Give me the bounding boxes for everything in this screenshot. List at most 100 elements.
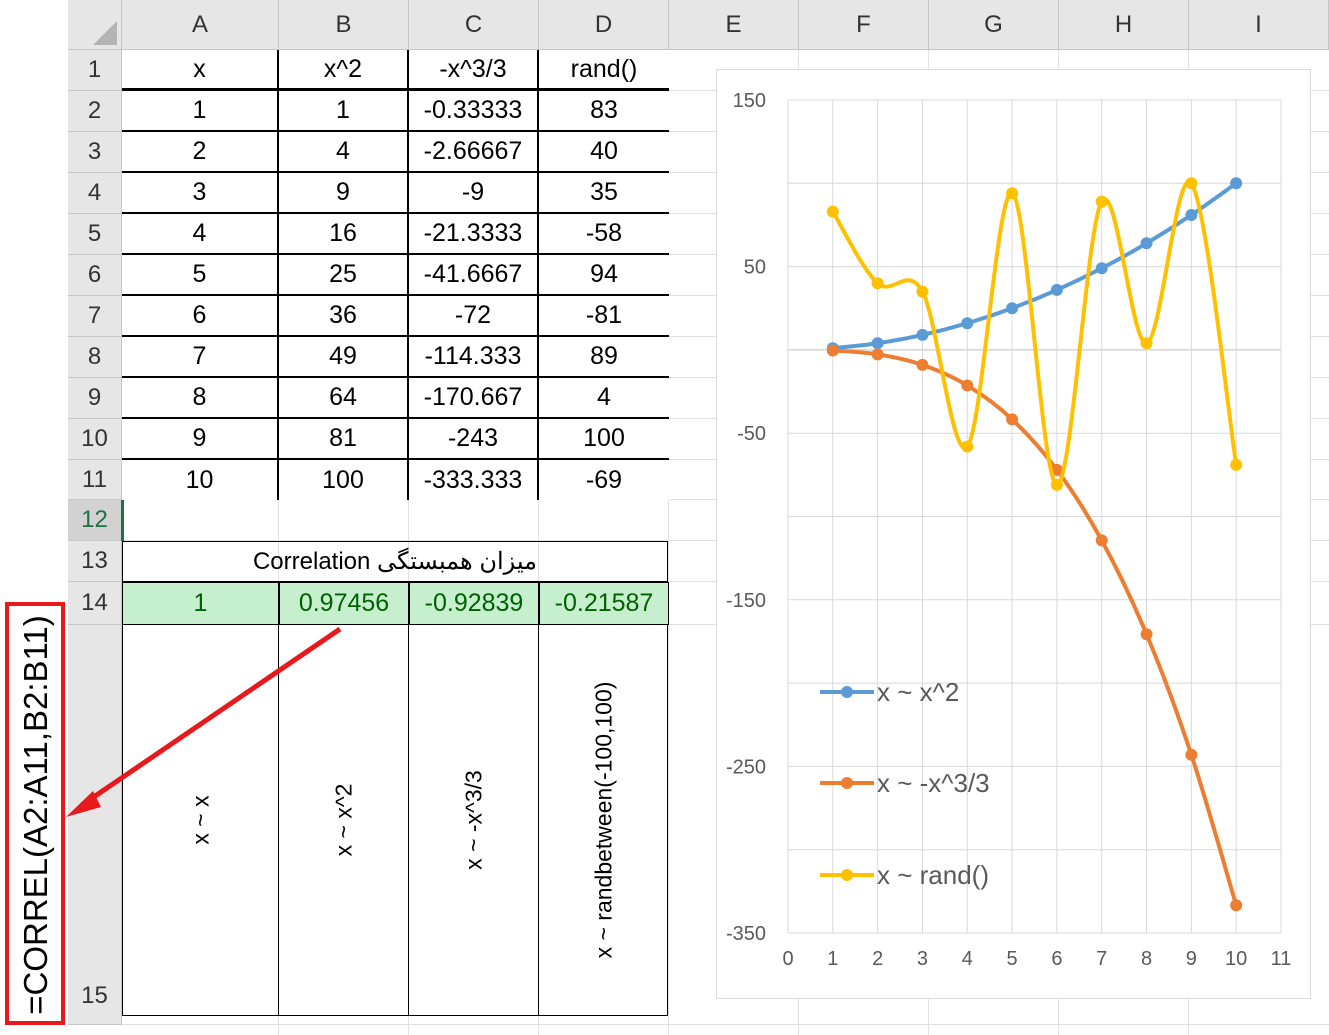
series-1-point <box>1230 177 1243 190</box>
table-cell[interactable]: -333.333 <box>409 460 539 500</box>
row-header-11[interactable]: 11 <box>68 460 122 500</box>
column-header-b[interactable]: B <box>279 0 409 50</box>
table-cell[interactable]: -2.66667 <box>409 132 539 173</box>
table-cell[interactable]: -72 <box>409 296 539 337</box>
column-header-g[interactable]: G <box>929 0 1059 50</box>
table-cell[interactable]: 83 <box>539 91 669 132</box>
table-cell[interactable]: 100 <box>539 419 669 460</box>
chart-x-tick-label: 7 <box>1096 948 1107 970</box>
table-cell[interactable]: 64 <box>279 378 409 419</box>
row-header-15[interactable]: 15 <box>68 625 122 1025</box>
series-3-point <box>1095 195 1108 208</box>
table-cell[interactable]: 9 <box>122 419 279 460</box>
row-header-6[interactable]: 6 <box>68 255 122 296</box>
series-1-point <box>871 337 884 350</box>
correlation-value-cell[interactable]: -0.21587 <box>539 582 669 625</box>
row-header-12[interactable]: 12 <box>68 500 122 541</box>
row-header-14[interactable]: 14 <box>68 582 122 625</box>
table-cell[interactable]: 7 <box>122 337 279 378</box>
table-cell[interactable]: 36 <box>279 296 409 337</box>
series-1-point <box>1185 208 1198 221</box>
table-cell[interactable]: 35 <box>539 173 669 214</box>
table-cell[interactable]: 49 <box>279 337 409 378</box>
table-header-cell[interactable]: x^2 <box>279 50 409 91</box>
column-header-a[interactable]: A <box>122 0 279 50</box>
series-1-point <box>1006 302 1019 315</box>
correlation-title-cell[interactable]: میزان همبستگی Correlation <box>122 541 668 582</box>
active-cell-indicator[interactable] <box>121 500 124 541</box>
series-3-point <box>1140 337 1153 350</box>
series-2-point <box>1185 748 1198 761</box>
row-header-13[interactable]: 13 <box>68 541 122 582</box>
table-header-cell[interactable]: -x^3/3 <box>409 50 539 91</box>
row-header-5[interactable]: 5 <box>68 214 122 255</box>
chart-y-tick-label: 50 <box>744 257 766 279</box>
row-header-8[interactable]: 8 <box>68 337 122 378</box>
table-cell[interactable]: -81 <box>539 296 669 337</box>
table-cell[interactable]: 9 <box>279 173 409 214</box>
gridline <box>122 1024 1329 1025</box>
callout-arrow-line <box>80 626 342 808</box>
table-cell[interactable]: -41.6667 <box>409 255 539 296</box>
table-cell[interactable]: -9 <box>409 173 539 214</box>
table-cell[interactable]: 89 <box>539 337 669 378</box>
chart-x-tick-label: 4 <box>962 948 973 970</box>
table-header-cell[interactable]: rand() <box>539 50 669 91</box>
table-cell[interactable]: 1 <box>279 91 409 132</box>
table-cell[interactable]: 4 <box>279 132 409 173</box>
table-cell[interactable]: -58 <box>539 214 669 255</box>
gridline <box>408 50 409 1035</box>
correlation-title: میزان همبستگی Correlation <box>252 548 538 575</box>
table-cell[interactable]: 81 <box>279 419 409 460</box>
table-cell[interactable]: 16 <box>279 214 409 255</box>
row-header-2[interactable]: 2 <box>68 91 122 132</box>
column-header-c[interactable]: C <box>409 0 539 50</box>
row-header-4[interactable]: 4 <box>68 173 122 214</box>
series-2-point <box>1230 899 1243 912</box>
correlation-value-cell[interactable]: 1 <box>122 582 279 625</box>
chart-x-tick-label: 1 <box>827 948 838 970</box>
table-cell[interactable]: 100 <box>279 460 409 500</box>
table-cell[interactable]: -21.3333 <box>409 214 539 255</box>
series-2-point <box>1140 628 1153 641</box>
table-cell[interactable]: 4 <box>539 378 669 419</box>
table-cell[interactable]: 94 <box>539 255 669 296</box>
row-header-9[interactable]: 9 <box>68 378 122 419</box>
row-header-7[interactable]: 7 <box>68 296 122 337</box>
table-cell[interactable]: -114.333 <box>409 337 539 378</box>
column-header-i[interactable]: I <box>1189 0 1329 50</box>
table-cell[interactable]: 4 <box>122 214 279 255</box>
chart-x-tick-label: 9 <box>1186 948 1197 970</box>
correlation-value-cell[interactable]: -0.92839 <box>409 582 539 625</box>
table-cell[interactable]: -0.33333 <box>409 91 539 132</box>
table-header-cell[interactable]: x <box>122 50 279 91</box>
column-header-e[interactable]: E <box>669 0 799 50</box>
series-3-point <box>916 285 929 298</box>
column-header-f[interactable]: F <box>799 0 929 50</box>
row-header-1[interactable]: 1 <box>68 50 122 91</box>
table-cell[interactable]: 40 <box>539 132 669 173</box>
table-cell[interactable]: 5 <box>122 255 279 296</box>
row-header-10[interactable]: 10 <box>68 419 122 460</box>
table-cell[interactable]: 3 <box>122 173 279 214</box>
table-cell[interactable]: 1 <box>122 91 279 132</box>
correlation-chart: 150 50 -50 -150 -250 -350 0 1 2 3 4 5 6 7 8 9 10 11 x ~ x^… <box>726 90 1291 970</box>
select-all-button[interactable] <box>68 0 122 50</box>
chart-area[interactable]: 150 50 -50 -150 -250 -350 0 1 2 3 4 5 6 7 8 9 10 11 x ~ x^… <box>716 69 1311 999</box>
column-header-d[interactable]: D <box>539 0 669 50</box>
table-cell[interactable]: -170.667 <box>409 378 539 419</box>
row-header-3[interactable]: 3 <box>68 132 122 173</box>
column-header-h[interactable]: H <box>1059 0 1189 50</box>
table-cell[interactable]: 10 <box>122 460 279 500</box>
table-cell[interactable]: -243 <box>409 419 539 460</box>
table-cell[interactable]: 25 <box>279 255 409 296</box>
table-cell[interactable]: -69 <box>539 460 669 500</box>
table-cell[interactable]: 8 <box>122 378 279 419</box>
series-3-point <box>826 205 839 218</box>
table-cell[interactable]: 6 <box>122 296 279 337</box>
series-1-point <box>961 317 974 330</box>
correlation-value-cell[interactable]: 0.97456 <box>279 582 409 625</box>
gridline <box>278 50 279 1035</box>
table-cell[interactable]: 2 <box>122 132 279 173</box>
